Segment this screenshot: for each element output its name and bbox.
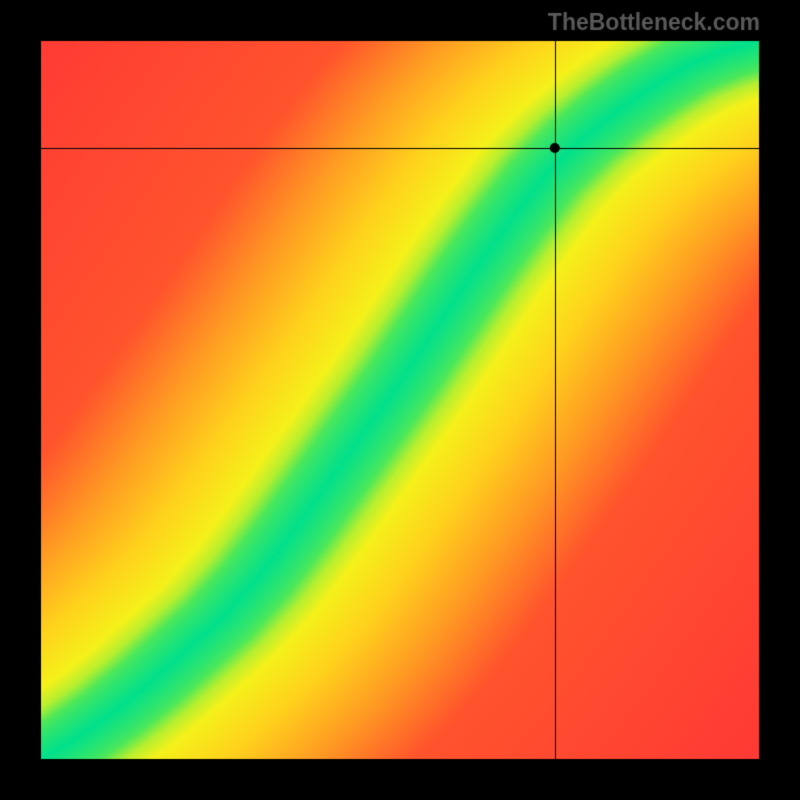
bottleneck-heatmap — [0, 0, 800, 800]
